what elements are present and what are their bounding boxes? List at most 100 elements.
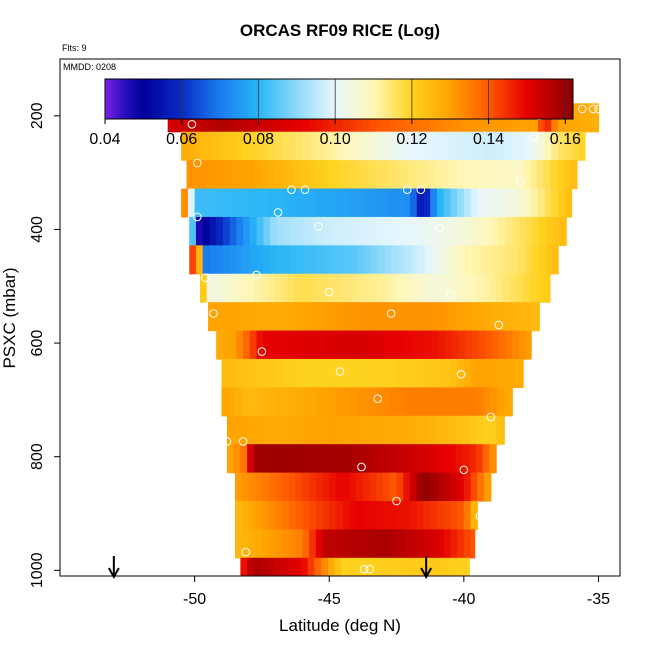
heatmap-cell — [261, 472, 270, 502]
heatmap-cell — [509, 273, 517, 303]
heatmap-cell — [375, 557, 383, 576]
heatmap-cell — [397, 216, 406, 246]
heatmap-cell — [295, 302, 303, 332]
heatmap-cell — [375, 415, 383, 445]
heatmap-cell — [314, 273, 322, 303]
heatmap-cell — [356, 131, 364, 161]
colorbar-frame — [104, 78, 574, 120]
heatmap-cell — [564, 131, 573, 161]
heatmap-cell — [229, 216, 237, 246]
chart-title: ORCAS RF09 RICE (Log) — [240, 21, 440, 40]
heatmap-cell — [216, 330, 224, 360]
heatmap-cell — [423, 472, 431, 502]
heatmap-cell — [290, 216, 298, 246]
heatmap-cell — [236, 216, 244, 246]
heatmap-cell — [449, 557, 457, 576]
data-marker — [494, 320, 504, 330]
heatmap-cell — [445, 216, 453, 246]
heatmap-cell — [349, 131, 357, 161]
heatmap-cell — [512, 216, 520, 246]
heatmap-cell — [430, 501, 438, 531]
heatmap-cell — [349, 387, 357, 417]
heatmap-cell — [357, 245, 365, 275]
heatmap-cell — [383, 387, 391, 417]
heatmap-cell — [349, 302, 357, 332]
heatmap-cell — [354, 415, 363, 445]
heatmap-cell — [236, 245, 244, 275]
heatmap-cell — [477, 358, 485, 388]
colorbar-tick-label: 0.04 — [89, 131, 120, 148]
data-marker — [324, 287, 334, 297]
heatmap-cell — [502, 273, 511, 303]
heatmap-cell — [283, 330, 291, 360]
date-note: MMDD: 0208 — [63, 62, 116, 72]
heatmap-cell — [401, 557, 410, 576]
heatmap-cell — [469, 415, 477, 445]
heatmap-cell — [462, 557, 470, 576]
heatmap-cell — [395, 273, 403, 303]
heatmap-cell — [256, 330, 264, 360]
heatmap-cell — [187, 188, 196, 218]
heatmap-cell — [497, 131, 505, 161]
heatmap-cell — [389, 188, 398, 218]
heatmap-cell — [255, 387, 263, 417]
heatmap-cell — [484, 387, 492, 417]
heatmap-cell — [235, 358, 243, 388]
heatmap-cell — [524, 188, 532, 218]
heatmap-cell — [249, 330, 258, 360]
heatmap-cell — [268, 472, 276, 502]
heatmap-cell — [240, 160, 248, 190]
data-marker — [335, 367, 345, 376]
heatmap-cell — [194, 131, 202, 161]
heatmap-cell — [282, 387, 290, 417]
heatmap-cell — [186, 160, 194, 190]
heatmap-cell — [362, 358, 371, 388]
heatmap-cell — [243, 216, 251, 246]
heatmap-cell — [350, 216, 359, 246]
heatmap-cell — [377, 216, 386, 246]
heatmap-cell — [350, 245, 359, 275]
heatmap-cell — [288, 358, 297, 388]
heatmap-cell — [229, 330, 237, 360]
heatmap-cell — [497, 302, 505, 332]
heatmap-cell — [260, 160, 268, 190]
plot-frame — [59, 58, 621, 577]
heatmap-cell — [335, 302, 344, 332]
heatmap-cell — [356, 302, 364, 332]
heatmap-cell — [235, 387, 243, 417]
heatmap-cell — [465, 245, 473, 275]
heatmap-cell — [356, 529, 364, 559]
heatmap-cell — [403, 131, 411, 161]
heatmap-cell — [430, 302, 438, 332]
heatmap-cell — [477, 472, 485, 502]
heatmap-cell — [268, 358, 276, 388]
heatmap-cell — [282, 131, 290, 161]
heatmap-cell — [457, 358, 465, 388]
heatmap-cell — [221, 358, 229, 388]
heatmap-cell — [294, 444, 302, 474]
heatmap-cell — [213, 160, 221, 190]
heatmap-cell — [516, 273, 524, 303]
heatmap-cell — [214, 188, 223, 218]
heatmap-cell — [469, 273, 477, 303]
heatmap-cell — [342, 358, 351, 388]
heatmap-cell — [335, 358, 344, 388]
x-axis-label: Latitude (deg N) — [279, 616, 401, 635]
heatmap-cell — [327, 415, 336, 445]
heatmap-cell — [496, 160, 504, 190]
heatmap-cell — [356, 188, 364, 218]
heatmap-cell — [563, 160, 571, 190]
heatmap-cell — [435, 444, 443, 474]
heatmap-cell — [443, 501, 451, 531]
heatmap-cell — [309, 529, 317, 559]
heatmap-cell — [200, 273, 208, 303]
heatmap-cell — [463, 188, 472, 218]
heatmap-cell — [543, 273, 551, 303]
heatmap-cell — [436, 387, 445, 417]
heatmap-cell — [442, 557, 450, 576]
heatmap-cell — [381, 444, 390, 474]
x-tick-label: -40 — [452, 591, 475, 608]
heatmap-cell — [310, 245, 318, 275]
heatmap-cell — [418, 245, 426, 275]
